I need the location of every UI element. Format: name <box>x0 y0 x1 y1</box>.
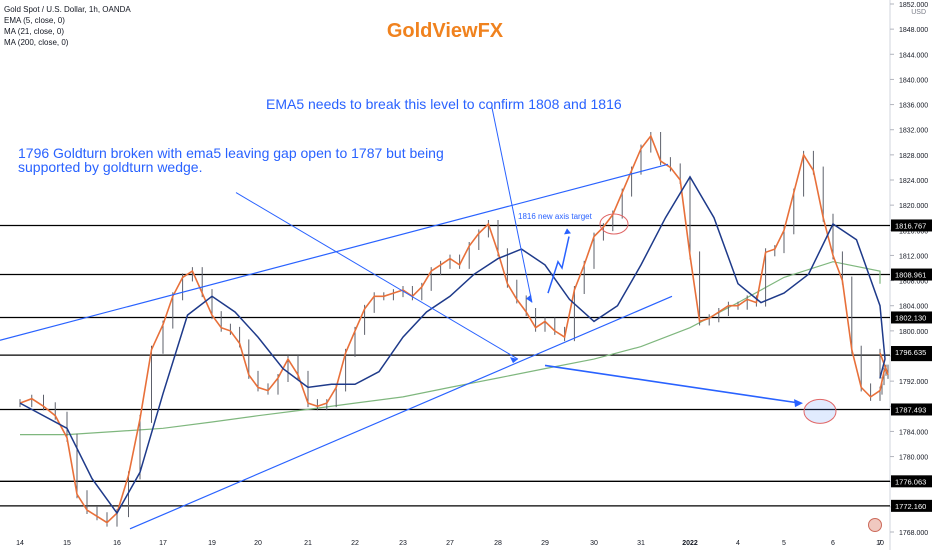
level-label-box <box>891 311 932 324</box>
ema5-line <box>19 134 889 524</box>
y-tick-label: 1840.000 <box>899 77 928 84</box>
x-tick-label: 22 <box>351 540 359 547</box>
y-tick-label: 1804.000 <box>899 304 928 311</box>
y-tick-label: 1836.000 <box>899 103 928 110</box>
arrow-head-1787 <box>794 399 803 408</box>
x-tick-label: 31 <box>637 540 645 547</box>
arrow-up-target <box>547 236 570 294</box>
chart-legend: Gold Spot / U.S. Dollar, 1h, OANDA EMA (… <box>4 4 131 48</box>
highlight-circle-1787 <box>803 398 837 424</box>
y-tick-label: 1768.000 <box>899 530 928 537</box>
y-tick-label: 1828.000 <box>899 153 928 160</box>
y-tick-label: 1832.000 <box>899 128 928 135</box>
annotation-goldturn-line1: 1796 Goldturn broken with ema5 leaving g… <box>18 145 444 161</box>
legend-symbol: Gold Spot / U.S. Dollar, 1h, OANDA <box>4 5 131 14</box>
arrow-head-up <box>564 228 571 235</box>
level-label: 1808.961 <box>895 271 926 280</box>
y-tick-label: 1800.000 <box>899 329 928 336</box>
x-tick-label: 5 <box>782 540 786 547</box>
x-tick-label: 23 <box>399 540 407 547</box>
wedge-upper-line <box>0 163 669 341</box>
y-tick-label: 1780.000 <box>899 455 928 462</box>
x-tick-label: 28 <box>494 540 502 547</box>
y-tick-label: 1808.000 <box>899 279 928 286</box>
y-tick-label: 1812.000 <box>899 253 928 260</box>
x-tick-label: 19 <box>208 540 216 547</box>
y-tick-label: 1844.000 <box>899 52 928 59</box>
x-tick-label: 2022 <box>682 540 698 547</box>
level-label-box <box>891 403 932 416</box>
level-label: 1776.063 <box>895 477 926 486</box>
arrow-head-ema5 <box>526 294 532 303</box>
flag-icon[interactable] <box>868 518 882 532</box>
y-tick-label: 1824.000 <box>899 178 928 185</box>
x-tick-label: 16 <box>113 540 121 547</box>
x-tick-label: 29 <box>541 540 549 547</box>
y-tick-label: 1848.000 <box>899 27 928 34</box>
y-tick-label: 1784.000 <box>899 429 928 436</box>
x-tick-label: 17 <box>159 540 167 547</box>
x-tick-label: 20 <box>254 540 262 547</box>
y-tick-label: 1792.000 <box>899 379 928 386</box>
x-tick-label: 10 <box>876 540 884 547</box>
level-label: 1787.493 <box>895 405 926 414</box>
ma200-line <box>20 261 881 436</box>
annotation-goldturn-line2: supported by goldturn wedge. <box>18 159 203 175</box>
x-tick-label: 7 <box>878 540 882 547</box>
current-price-box <box>891 346 932 359</box>
brand-title: GoldViewFX <box>386 20 504 42</box>
x-tick-label: 4 <box>736 540 740 547</box>
legend-ma200: MA (200, close, 0) <box>4 38 69 47</box>
level-label-box <box>891 268 932 281</box>
currency-label: USD <box>911 9 926 16</box>
x-tick-label: 30 <box>590 540 598 547</box>
arrow-to-ema5-break <box>491 107 533 303</box>
level-label: 1772.160 <box>895 502 926 511</box>
y-tick-label: 1816.000 <box>899 228 928 235</box>
annotation-ema5-break: EMA5 needs to break this level to confir… <box>266 96 622 112</box>
x-tick-label: 27 <box>446 540 454 547</box>
level-label-box <box>891 499 932 512</box>
ma21-line <box>19 175 886 515</box>
annotation-axis-target: 1816 new axis target <box>518 212 592 221</box>
y-tick-label: 1820.000 <box>899 203 928 210</box>
level-label: 1816.767 <box>895 221 926 230</box>
arrow-head-1796 <box>510 357 518 364</box>
x-tick-label: 14 <box>16 540 24 547</box>
current-price-label: 1796.635 <box>895 348 926 357</box>
y-tick-label: 1852.000 <box>899 2 928 9</box>
x-tick-label: 15 <box>63 540 71 547</box>
arrow-to-1787 <box>544 364 801 404</box>
x-tick-label: 6 <box>831 540 835 547</box>
level-label: 1802.130 <box>895 313 926 322</box>
legend-ema5: EMA (5, close, 0) <box>4 16 65 25</box>
highlight-circle-1816 <box>599 213 629 235</box>
level-label-box <box>891 475 932 488</box>
wedge-lower-line <box>129 295 673 530</box>
arrow-to-1796 <box>235 192 519 360</box>
x-tick-label: 21 <box>304 540 312 547</box>
legend-ma21: MA (21, close, 0) <box>4 27 65 36</box>
level-label-box <box>891 219 932 232</box>
